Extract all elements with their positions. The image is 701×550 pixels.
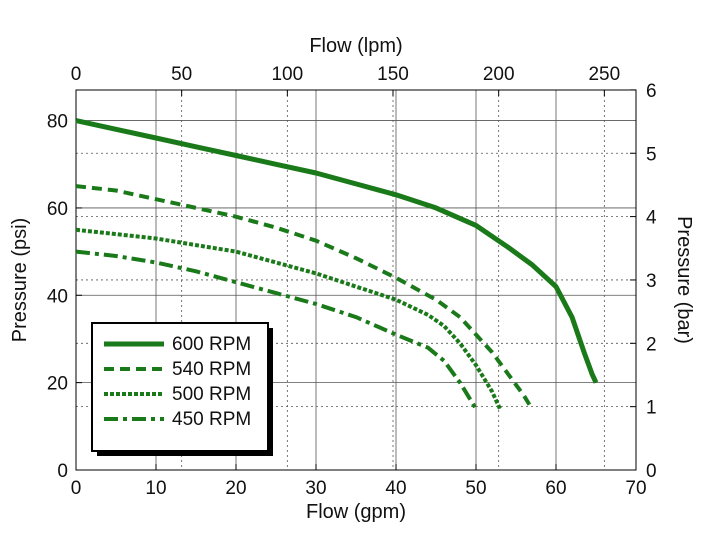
legend-entries: 600 RPM 540 RPM 500 RPM 450 RPM — [104, 334, 251, 430]
y-axis-left-title: Pressure (psi) — [9, 218, 31, 342]
y-tick-label-left: 40 — [47, 286, 68, 307]
x-tick-label-bottom: 50 — [465, 478, 486, 499]
x-tick-label-bottom: 10 — [145, 478, 166, 499]
y-tick-label-right: 2 — [646, 334, 657, 355]
legend-label: 500 RPM — [172, 384, 251, 405]
y-tick-label-right: 3 — [646, 271, 657, 292]
x-tick-label-bottom: 40 — [385, 478, 406, 499]
x-tick-label-bottom: 60 — [545, 478, 566, 499]
x-tick-label-top: 50 — [171, 64, 192, 85]
legend-label: 540 RPM — [172, 359, 251, 380]
y-tick-label-right: 6 — [646, 81, 657, 102]
x-axis-bottom-title: Flow (gpm) — [306, 501, 406, 523]
x-tick-label-bottom: 70 — [625, 478, 646, 499]
y-tick-label-left: 20 — [47, 374, 68, 395]
legend-label: 450 RPM — [172, 409, 251, 430]
series-line-540-rpm — [75, 184, 534, 410]
legend-label: 600 RPM — [172, 334, 251, 355]
series-line-500-rpm — [75, 227, 502, 410]
y-tick-label-right: 5 — [646, 144, 657, 165]
axis-ticks: 0 10 20 30 40 50 60 700 50 100 150 200 2500204060800… — [47, 64, 657, 499]
y-tick-label-right: 4 — [646, 208, 657, 229]
y-axis-right-title: Pressure (bar) — [673, 216, 695, 344]
y-tick-label-right: 1 — [646, 398, 657, 419]
x-tick-label-bottom: 0 — [71, 478, 82, 499]
y-tick-label-right: 0 — [646, 461, 657, 482]
y-tick-label-left: 60 — [47, 199, 68, 220]
x-tick-label-top: 100 — [271, 64, 303, 85]
x-tick-label-top: 200 — [483, 64, 515, 85]
y-tick-label-left: 80 — [47, 112, 68, 133]
series-line-600-rpm — [75, 118, 599, 384]
x-tick-label-top: 250 — [588, 64, 620, 85]
legend: 600 RPM 540 RPM 500 RPM 450 RPM — [91, 322, 273, 456]
series-lines — [75, 118, 599, 410]
x-tick-label-top: 150 — [377, 64, 409, 85]
x-axis-top-title: Flow (lpm) — [309, 35, 402, 57]
x-tick-label-bottom: 20 — [225, 478, 246, 499]
x-tick-label-bottom: 30 — [305, 478, 326, 499]
series-line-450-rpm — [75, 249, 478, 410]
y-tick-label-left: 0 — [57, 461, 68, 482]
x-tick-label-top: 0 — [71, 64, 82, 85]
